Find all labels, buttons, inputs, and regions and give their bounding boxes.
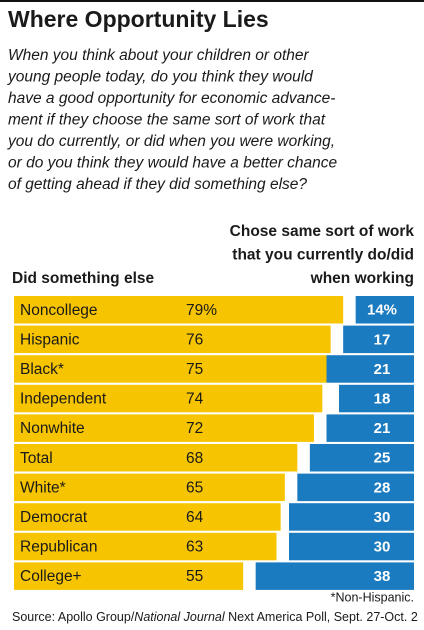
bar — [14, 473, 285, 502]
bar — [355, 296, 414, 324]
category-label: Republican — [20, 539, 98, 556]
value-label: 76 — [186, 331, 203, 348]
value-label: 55 — [186, 568, 203, 585]
question-line: ment if they choose the same sort of wor… — [8, 112, 326, 129]
legend-line: Chose same sort of work — [230, 223, 415, 240]
value-label: 75 — [186, 361, 203, 378]
category-label: Independent — [20, 391, 107, 408]
legend-line: when working — [310, 270, 414, 287]
value-label: 30 — [374, 509, 391, 526]
footnote: *Non-Hispanic. — [331, 590, 414, 604]
category-label: Democrat — [20, 509, 88, 526]
question-line: When you think about your children or ot… — [8, 47, 310, 64]
legend-line: that you currently do/did — [232, 247, 414, 264]
source: Source: Apollo Group/National Journal Ne… — [12, 610, 418, 624]
bar — [289, 532, 414, 561]
bar — [326, 414, 414, 442]
bar — [14, 325, 331, 354]
bar — [339, 384, 414, 413]
value-label: 14% — [367, 302, 397, 319]
value-label: 79% — [186, 302, 217, 319]
question-line: young people today, do you think they wo… — [7, 69, 314, 86]
value-label: 63 — [186, 539, 203, 556]
bar — [255, 562, 414, 590]
source-part: Source: Apollo Group/ — [12, 610, 135, 624]
bar — [14, 384, 323, 413]
question-line: of getting ahead if they did something e… — [8, 176, 307, 193]
question-line: have a good opportunity for economic adv… — [8, 90, 335, 107]
legend-entry: Did something else — [12, 270, 154, 287]
bar — [297, 473, 414, 502]
bar — [343, 325, 414, 354]
bar — [14, 562, 244, 590]
source-part: Next America Poll, Sept. 27-Oct. 2 — [225, 610, 418, 624]
value-label: 68 — [186, 450, 203, 467]
value-label: 28 — [374, 479, 391, 496]
bar — [14, 296, 344, 324]
legend-entry: Chose same sort of work that you currentl… — [230, 223, 415, 287]
bar — [14, 355, 327, 383]
category-label: Black* — [20, 361, 64, 378]
category-label: College+ — [20, 568, 82, 585]
category-label: Nonwhite — [20, 420, 85, 437]
bar — [14, 444, 298, 472]
value-label: 74 — [186, 391, 204, 408]
bar — [14, 532, 277, 561]
bar — [309, 444, 414, 472]
source-part: National Journal — [134, 610, 226, 624]
bar — [14, 414, 314, 442]
category-label: White* — [20, 479, 66, 496]
value-label: 17 — [374, 331, 391, 348]
value-label: 21 — [374, 420, 391, 437]
category-label: Total — [20, 450, 53, 467]
value-label: 18 — [374, 391, 391, 408]
value-label: 38 — [374, 568, 391, 585]
value-label: 65 — [186, 479, 203, 496]
bar — [14, 503, 281, 531]
value-label: 25 — [374, 450, 391, 467]
chart-title: Where Opportunity Lies — [8, 6, 269, 32]
category-label: Hispanic — [20, 331, 80, 348]
question-line: or do you think they would have a better… — [8, 155, 338, 172]
bar — [289, 503, 414, 531]
bar — [326, 355, 414, 383]
question-line: you do currently, or did when you were w… — [7, 133, 335, 150]
category-label: Noncollege — [20, 302, 98, 319]
value-label: 30 — [374, 539, 391, 556]
top-rule — [0, 0, 424, 2]
value-label: 72 — [186, 420, 203, 437]
value-label: 64 — [186, 509, 204, 526]
value-label: 21 — [374, 361, 391, 378]
